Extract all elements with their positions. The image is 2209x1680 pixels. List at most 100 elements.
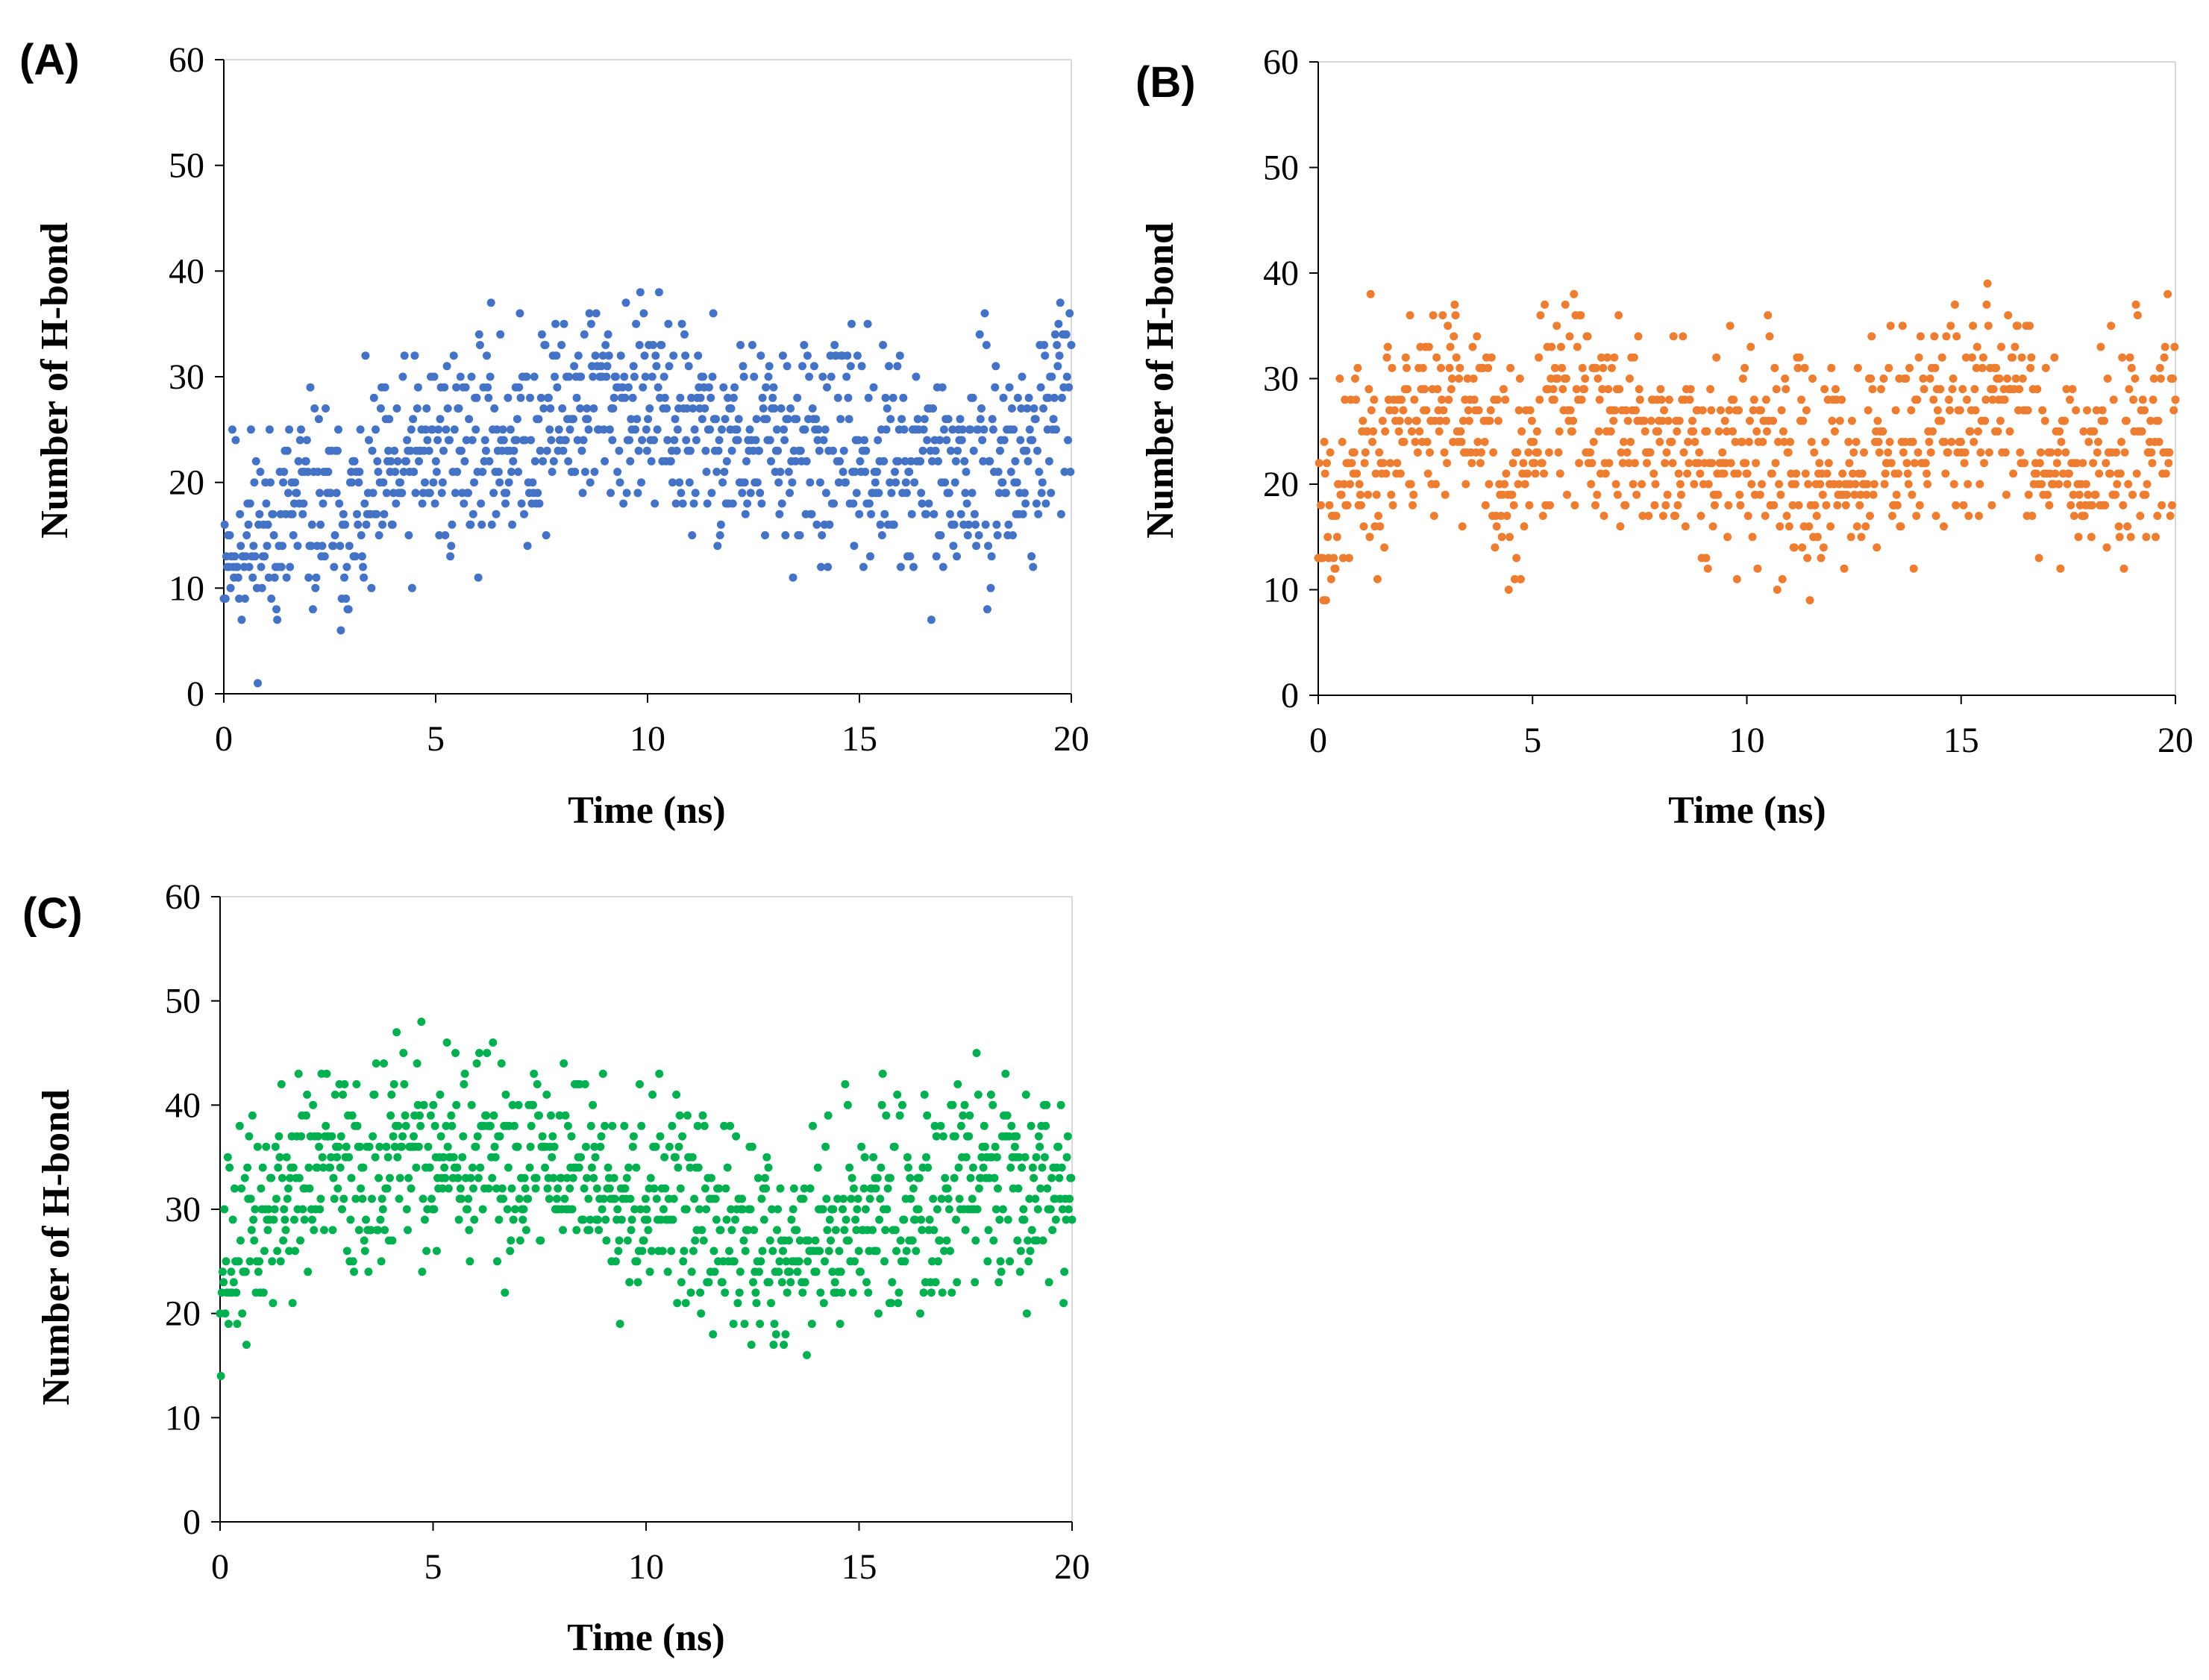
panel-c-data-point bbox=[514, 1100, 523, 1109]
panel-b-data-point bbox=[1374, 512, 1382, 520]
panel-c-data-point bbox=[768, 1247, 777, 1256]
panel-b-data-point bbox=[1527, 416, 1536, 425]
panel-c-data-point bbox=[698, 1111, 707, 1120]
panel-b-data-point bbox=[1553, 374, 1562, 383]
panel-a-data-point bbox=[757, 499, 766, 508]
panel-c-data-point bbox=[651, 1142, 660, 1151]
panel-a-data-point bbox=[999, 393, 1008, 402]
panel-c-data-point bbox=[997, 1267, 1006, 1276]
panel-a-data-point bbox=[509, 457, 518, 466]
panel-c-data-point bbox=[632, 1163, 641, 1172]
panel-c-data-point bbox=[725, 1247, 733, 1256]
panel-b-data-point bbox=[1746, 416, 1754, 425]
panel-c-data-point bbox=[845, 1163, 854, 1172]
panel-a-data-point bbox=[886, 415, 895, 424]
panel-b-data-point bbox=[1464, 416, 1473, 425]
panel-b-data-point bbox=[1997, 342, 2005, 351]
panel-c-data-point bbox=[622, 1173, 631, 1182]
panel-b-data-point bbox=[1694, 459, 1702, 468]
panel-b-data-point bbox=[1884, 448, 1893, 457]
panel-c-data-point bbox=[525, 1163, 534, 1172]
panel-b-data-point bbox=[2041, 363, 2050, 372]
panel-b-data-point bbox=[1949, 480, 1958, 489]
panel-c-data-point bbox=[314, 1132, 322, 1141]
panel-c-data-point bbox=[780, 1341, 789, 1350]
panel-b-data-point bbox=[1969, 322, 1978, 330]
panel-a-data-point bbox=[866, 552, 874, 561]
panel-c-data-point bbox=[430, 1205, 439, 1214]
panel-c-data-point bbox=[924, 1163, 933, 1172]
panel-c-data-point bbox=[873, 1173, 882, 1182]
panel-a-data-point bbox=[342, 562, 351, 571]
panel-b-data-point bbox=[1344, 554, 1353, 562]
panel-c-data-point bbox=[852, 1226, 861, 1235]
panel-b-data-point bbox=[1510, 574, 1519, 583]
panel-c-data-point bbox=[764, 1163, 773, 1172]
panel-c-data-point bbox=[338, 1205, 346, 1214]
panel-a-data-point bbox=[452, 383, 461, 392]
panel-a-data-point bbox=[545, 425, 554, 434]
panel-b-data-point bbox=[1563, 490, 1571, 499]
panel-c-data-point bbox=[857, 1142, 866, 1151]
panel-a-data-point bbox=[263, 542, 272, 551]
panel-a-data-point bbox=[504, 393, 513, 402]
panel-b-data-point bbox=[1544, 448, 1553, 457]
panel-a-data-point bbox=[591, 351, 600, 360]
panel-b-data-point bbox=[1873, 416, 1882, 425]
panel-b-data-point bbox=[2062, 385, 2071, 394]
panel-b-data-point bbox=[1569, 416, 1578, 425]
panel-b-data-point bbox=[1341, 395, 1350, 404]
panel-b-data-point bbox=[1896, 522, 1905, 531]
panel-a-data-point bbox=[1050, 330, 1059, 339]
panel-a-data-point bbox=[441, 531, 450, 539]
panel-b-data-point bbox=[1771, 459, 1780, 468]
panel-b-data-point bbox=[1386, 459, 1395, 468]
panel-a-data-point bbox=[492, 425, 501, 434]
panel-c-data-point bbox=[518, 1215, 527, 1224]
panel-a-data-point bbox=[958, 425, 967, 434]
panel-c-data-point bbox=[674, 1142, 683, 1151]
panel-c-data-point bbox=[330, 1194, 339, 1203]
panel-c-data-point bbox=[515, 1194, 524, 1203]
panel-a-data-point bbox=[1009, 425, 1018, 434]
panel-a-data-point bbox=[664, 319, 673, 328]
panel-a-data-point bbox=[498, 425, 507, 434]
panel-b-data-point bbox=[1714, 427, 1723, 436]
panel-c-data-point bbox=[711, 1194, 720, 1203]
panel-a-data-point bbox=[342, 595, 351, 603]
panel-c-data-point bbox=[633, 1278, 642, 1287]
panel-b-data-point bbox=[1441, 490, 1450, 499]
panel-b-data-point bbox=[2138, 395, 2147, 404]
panel-b-data-point bbox=[1509, 501, 1518, 510]
panel-a-data-point bbox=[391, 468, 400, 476]
panel-c-data-point bbox=[360, 1247, 369, 1256]
panel-c-data-point bbox=[695, 1205, 704, 1214]
panel-a-data-point bbox=[852, 489, 861, 498]
panel-a-data-point bbox=[501, 499, 510, 508]
panel-c-data-point bbox=[739, 1205, 748, 1214]
panel-a-data-point bbox=[1012, 478, 1021, 487]
panel-a-data-point bbox=[244, 520, 253, 529]
panel-a-data-point bbox=[938, 383, 947, 392]
panel-b-data-point bbox=[1824, 459, 1833, 468]
panel-c-data-point bbox=[746, 1205, 755, 1214]
panel-b-data-point bbox=[2066, 395, 2074, 404]
panel-c-data-point bbox=[1058, 1205, 1067, 1214]
panel-b-data-point bbox=[1649, 469, 1658, 478]
panel-b-data-point bbox=[1662, 448, 1671, 457]
panel-c-data-point bbox=[965, 1111, 974, 1120]
panel-c-data-point bbox=[627, 1226, 636, 1235]
panel-a-data-point bbox=[424, 446, 433, 455]
panel-c-data-point bbox=[567, 1132, 576, 1141]
panel-a-data-point bbox=[236, 542, 245, 551]
panel-c-data-point bbox=[720, 1121, 729, 1130]
panel-c-data-point bbox=[253, 1142, 262, 1151]
panel-b-data-point bbox=[1654, 427, 1662, 436]
panel-a-data-point bbox=[640, 351, 649, 360]
panel-a-data-point bbox=[733, 425, 742, 434]
panel-c-data-point bbox=[756, 1320, 765, 1329]
panel-a-data-point bbox=[250, 478, 259, 487]
panel-b-data-point bbox=[1473, 437, 1482, 446]
panel-a-data-point bbox=[602, 372, 611, 381]
panel-b-data-point bbox=[1677, 490, 1685, 499]
